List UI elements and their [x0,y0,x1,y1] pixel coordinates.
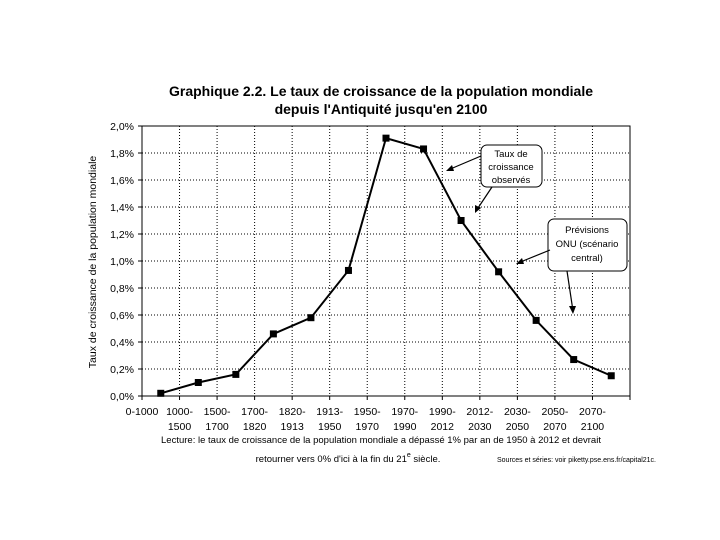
y-tick-label: 1,6% [110,175,134,187]
annotation-previsions-arrow-1 [517,249,551,264]
reading-note-superscript: e [407,452,411,459]
annotation-observes-line-2: croissance [488,162,533,173]
chart-title-line-2: depuis l'Antiquité jusqu'en 2100 [275,101,488,117]
annotation-observes-line-3: observés [492,175,531,186]
x-tick-label-top: 1913- [316,406,343,418]
x-tick-label-top: 2050- [541,406,568,418]
x-tick-label-bottom: 1500 [168,421,192,433]
x-tick-label-bottom: 2012 [431,421,455,433]
x-tick-label-top: 1950- [354,406,381,418]
x-tick-label-top: 0-1000 [126,406,159,418]
data-point-marker [307,314,315,322]
x-tick-label-bottom: 1950 [318,421,342,433]
annotation-previsions-line-2: ONU (scénario [556,239,619,250]
x-tick-label-top: 2012- [466,406,493,418]
data-point-marker [382,134,390,142]
annotation-observes-line-1: Taux de [494,149,527,160]
x-tick-label-top: 2070- [579,406,606,418]
reading-note-line-2-main: retourner vers 0% d'ici à la fin du 21 [256,454,407,465]
annotation-observes-arrow-1 [447,155,482,171]
y-tick-label: 1,4% [110,202,134,214]
x-tick-label-bottom: 2050 [506,421,530,433]
chart-title-line-1: Graphique 2.2. Le taux de croissance de … [169,83,593,99]
x-tick-label-top: 1500- [204,406,231,418]
annotation-previsions-line-3: central) [571,253,603,264]
data-point-marker [269,330,277,338]
x-tick-label-top: 1000- [166,406,193,418]
y-tick-label: 2,0% [110,121,134,133]
data-point-marker [194,379,202,386]
series-group [157,134,615,397]
annotation-previsions-arrow-2 [566,270,574,312]
annotation-observes: Taux de croissance observés [446,144,543,213]
x-tick-label-bottom: 2030 [468,421,492,433]
annotation-previsions-arrowhead-1 [516,258,524,264]
y-axis-ticks: 0,0% 0,2% 0,4% 0,6% 0,8% 1,0% 1,2% 1,4% 1,6% 1,8%… [110,121,142,403]
y-tick-label: 0,8% [110,283,134,295]
x-tick-label-bottom: 2100 [581,421,605,433]
annotation-previsions-box [547,218,628,272]
data-point-marker [532,316,540,324]
annotation-observes-box [480,144,543,188]
y-tick-label: 0,6% [110,310,134,322]
data-point-marker [232,370,240,378]
x-tick-label-top: 1970- [391,406,418,418]
reading-note-line-1: Lecture: le taux de croissance de la pop… [161,435,601,446]
reading-note-line-2-end: siècle. [411,454,441,465]
x-tick-label-bottom: 1700 [205,421,229,433]
y-axis-label: Taux de croissance de la population mond… [87,156,99,369]
data-point-marker [457,217,465,224]
x-tick-label-top: 2030- [504,406,531,418]
y-tick-label: 1,0% [110,256,134,268]
data-point-marker [157,389,165,397]
x-tick-label-bottom: 1913 [280,421,304,433]
annotation-observes-arrowhead-2 [475,205,481,213]
annotation-previsions-line-1: Prévisions [565,225,609,236]
reading-note-line-2: retourner vers 0% d'ici à la fin du 21e … [256,452,441,465]
data-point-marker [607,372,615,380]
annotation-previsions-arrowhead-2 [569,306,576,314]
x-tick-label-top: 1700- [241,406,268,418]
data-point-marker [344,266,352,274]
x-tick-label-top: 1820- [279,406,306,418]
y-tick-label: 1,2% [110,229,134,241]
y-tick-label: 0,0% [110,391,134,403]
reading-note-source: Sources et séries: voir piketty.pse.ens.… [497,457,656,464]
data-point-marker [570,356,578,364]
annotation-previsions: Prévisions ONU (scénario central) [516,218,628,314]
x-tick-label-top: 1990- [429,406,456,418]
y-tick-label: 0,4% [110,337,134,349]
y-tick-label: 1,8% [110,148,134,160]
annotation-observes-arrowhead-1 [446,165,454,171]
x-tick-label-bottom: 2070 [543,421,567,433]
x-tick-label-bottom: 1820 [243,421,267,433]
x-tick-label-bottom: 1970 [356,421,380,433]
data-point-marker [495,268,503,276]
data-point-marker [420,145,428,153]
y-tick-label: 0,2% [110,364,134,376]
x-axis-ticks: 0-1000 1000- 1500 1500- 1700 1700- 1820 1820- 19… [126,396,631,433]
x-tick-label-bottom: 1990 [393,421,417,433]
